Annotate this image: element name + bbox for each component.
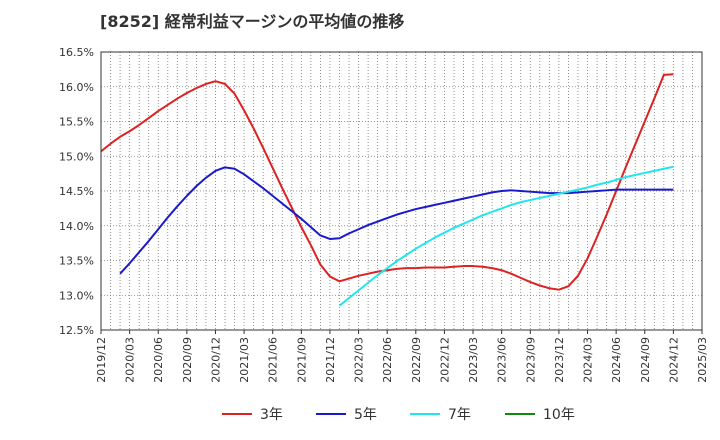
y-tick-label: 16.5% (59, 46, 94, 59)
x-tick-label: 2023/09 (524, 337, 537, 383)
series-lines (100, 73, 674, 307)
x-tick-label: 2023/06 (496, 337, 509, 383)
y-tick-label: 14.5% (59, 185, 94, 198)
x-tick-label: 2020/06 (152, 337, 165, 383)
chart-title: [8252] 経常利益マージンの平均値の推移 (100, 12, 405, 31)
series-line-3 (338, 165, 674, 307)
x-tick-label: 2025/03 (696, 337, 709, 383)
x-tick-label: 2024/03 (582, 337, 595, 383)
x-tick-label: 2023/03 (467, 337, 480, 383)
legend-label-2: 5年 (354, 407, 377, 423)
x-tick-label: 2021/03 (238, 337, 251, 383)
legend-label-1: 3年 (260, 407, 283, 423)
x-tick-label: 2020/03 (124, 337, 137, 383)
legend: 3年 5年 7年 10年 (222, 407, 575, 423)
series-line-1 (100, 73, 674, 291)
x-tick-label: 2021/06 (267, 337, 280, 383)
x-tick-label: 2024/12 (667, 337, 680, 383)
x-tick-label: 2022/12 (438, 337, 451, 383)
y-tick-label: 13.5% (59, 255, 94, 268)
x-tick-label: 2023/12 (553, 337, 566, 383)
y-tick-label: 16.0% (59, 81, 94, 94)
plot-frame (100, 51, 703, 331)
x-tick-label: 2024/09 (639, 337, 652, 383)
x-tick-label: 2024/06 (610, 337, 623, 383)
y-tick-label: 12.5% (59, 324, 94, 337)
x-axis-ticks: 2019/12 2020/03 2020/06 2020/09 2020/12 2021/… (95, 330, 709, 383)
x-tick-label: 2020/09 (181, 337, 194, 383)
y-tick-label: 13.0% (59, 289, 94, 302)
y-tick-label: 15.0% (59, 150, 94, 163)
x-tick-label: 2022/09 (410, 337, 423, 383)
legend-label-3: 7年 (448, 407, 471, 423)
series-line-2 (119, 166, 674, 275)
y-tick-label: 14.0% (59, 220, 94, 233)
x-tick-label: 2020/12 (209, 337, 222, 383)
x-tick-label: 2019/12 (95, 337, 108, 383)
y-tick-label: 15.5% (59, 116, 94, 129)
x-tick-label: 2022/03 (353, 337, 366, 383)
legend-label-4: 10年 (543, 407, 575, 423)
x-tick-label: 2021/12 (324, 337, 337, 383)
x-tick-label: 2021/09 (295, 337, 308, 383)
x-tick-label: 2022/06 (381, 337, 394, 383)
y-axis-ticks: 12.5% 13.0% 13.5% 14.0% 14.5% 15.0% 15.5% 16.0%… (59, 46, 94, 337)
